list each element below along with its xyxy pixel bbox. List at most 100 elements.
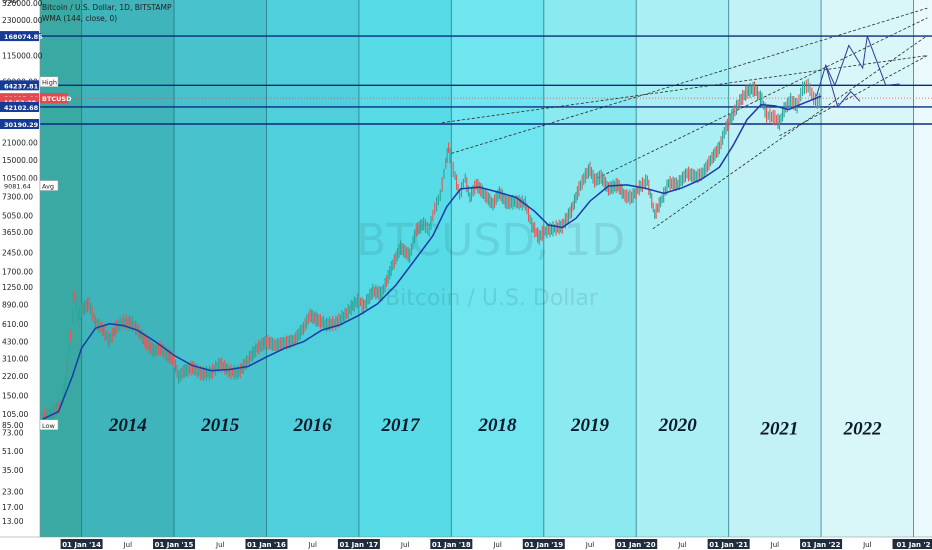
- price-tick-label: 7300.00: [2, 193, 33, 202]
- year-label: 2018: [478, 415, 518, 436]
- year-band: [728, 0, 822, 537]
- year-band: [451, 0, 544, 537]
- time-tick-label: 01 Jan '20: [617, 541, 656, 549]
- time-tick-label: Jul: [307, 541, 317, 549]
- time-tick-box: [245, 539, 288, 549]
- time-tick-box: [522, 539, 565, 549]
- trend-channel-lines: [442, 7, 928, 230]
- price-tick-label: 5050.00: [2, 212, 33, 221]
- time-tick-label: 01 Jan '2: [897, 541, 931, 549]
- price-tags: 168074.8564237.8150025.6415:53:2942102.6…: [0, 31, 72, 431]
- trend-line: [779, 55, 928, 137]
- year-band: [40, 0, 82, 537]
- year-band: [266, 0, 359, 537]
- time-tick-label: Jul: [215, 541, 225, 549]
- time-tick-box: [337, 539, 380, 549]
- year-band: [821, 0, 914, 537]
- price-tick-label: 1700.00: [2, 267, 33, 276]
- time-tick-label: 01 Jan '21: [709, 541, 748, 549]
- trend-line: [442, 55, 928, 124]
- side-label-text: BTCUSD: [42, 95, 72, 103]
- year-band: [81, 0, 175, 537]
- year-band: [636, 0, 729, 537]
- price-tick-label: 220.00: [2, 372, 28, 381]
- time-tick-label: 01 Jan '14: [62, 541, 101, 549]
- price-tick-label: 890.00: [2, 300, 28, 309]
- price-tag-text: 9081.64: [4, 183, 31, 191]
- wma-line: [42, 95, 822, 420]
- time-tick-label: 01 Jan '22: [802, 541, 841, 549]
- symbol-title: Bitcoin / U.S. Dollar, 1D, BITSTAMP: [42, 3, 172, 12]
- year-band: [543, 0, 637, 537]
- side-label-text: Avg: [42, 183, 54, 191]
- year-labels: 2014 2015 2016 2017 2018 2019 2020 2021 2022: [108, 415, 882, 440]
- price-tag-text: 64237.81: [4, 82, 39, 90]
- year-band: [358, 0, 452, 537]
- time-tick-label: 01 Jan '18: [432, 541, 471, 549]
- price-tick-label: 150.00: [2, 392, 28, 401]
- year-label: 2022: [843, 419, 883, 440]
- price-tag-box: [0, 96, 39, 107]
- price-tick-label: 3650.00: [2, 228, 33, 237]
- watermark-name: Bitcoin / U.S. Dollar: [385, 286, 599, 311]
- year-label: 2021: [759, 419, 798, 440]
- price-tick-label: 73.00: [2, 429, 24, 438]
- price-tick-label: 10500.00: [2, 174, 38, 183]
- time-tick-label: Jul: [677, 541, 687, 549]
- price-series: [42, 78, 820, 425]
- price-tick-label: 17.00: [2, 503, 24, 512]
- price-tag-box: [0, 180, 39, 191]
- time-tick-label: 01 Jan '17: [339, 541, 378, 549]
- year-separators: [81, 0, 915, 537]
- price-tick-label: 230000.00: [2, 16, 43, 25]
- price-tag-text: 168074.85: [4, 33, 43, 41]
- chart-header: Bitcoin / U.S. Dollar, 1D, BITSTAMP WMA …: [42, 3, 172, 23]
- year-background-bands: [40, 0, 932, 537]
- side-label-box: [40, 93, 68, 104]
- price-tick-label: 310.00: [2, 355, 28, 364]
- year-label: 2020: [658, 415, 698, 436]
- price-tick-label: 15000.00: [2, 156, 38, 165]
- year-label: 2015: [200, 415, 240, 436]
- time-tick-box: [707, 539, 750, 549]
- year-label: 2016: [293, 415, 333, 436]
- time-tick-label: 01 Jan '15: [155, 541, 194, 549]
- price-tick-label: USD: [2, 0, 18, 5]
- price-tick-label: 85.00: [2, 421, 24, 430]
- wma-series: [42, 95, 822, 420]
- price-tag-box: [0, 119, 39, 130]
- horizontal-levels: [40, 35, 932, 125]
- trend-line: [652, 35, 928, 230]
- trend-line: [451, 7, 928, 154]
- price-tick-label: 115000.00: [2, 52, 43, 61]
- indicator-title: WMA (144, close, 0): [42, 14, 117, 23]
- time-tick-label: 01 Jan '19: [524, 541, 563, 549]
- price-tick-label: 51.00: [2, 447, 24, 456]
- price-tick-label: 2450.00: [2, 249, 33, 258]
- price-tag-text: 30190.29: [4, 121, 39, 129]
- time-tick-box: [430, 539, 473, 549]
- time-axis[interactable]: 01 Jan '14 Jul 01 Jan '15 Jul 01 Jan '16 Jul 0…: [0, 536, 932, 550]
- price-tick-label: 23.00: [2, 488, 24, 497]
- price-tag-box: [0, 31, 39, 42]
- price-tag-box: [0, 101, 39, 112]
- projection-line: [816, 35, 900, 97]
- side-label-box: [39, 419, 59, 431]
- side-label-text: High: [42, 79, 57, 87]
- price-tick-label: 610.00: [2, 320, 28, 329]
- time-tick-label: Jul: [492, 541, 502, 549]
- time-tick-box: [60, 539, 103, 549]
- price-tick-label: 21000.00: [2, 139, 38, 148]
- year-band: [174, 0, 267, 537]
- time-tick-box: [800, 539, 843, 549]
- price-tick-label: 1250.00: [2, 283, 33, 292]
- price-tag-box: [0, 80, 39, 91]
- year-label: 2017: [380, 415, 421, 436]
- year-label: 2019: [570, 415, 610, 436]
- time-tick-label: Jul: [123, 541, 133, 549]
- price-tick-label: 35.00: [2, 466, 24, 475]
- year-band: [913, 0, 932, 537]
- price-tick-label: 430.00: [2, 338, 28, 347]
- price-tick-label: 320000.00: [2, 0, 43, 8]
